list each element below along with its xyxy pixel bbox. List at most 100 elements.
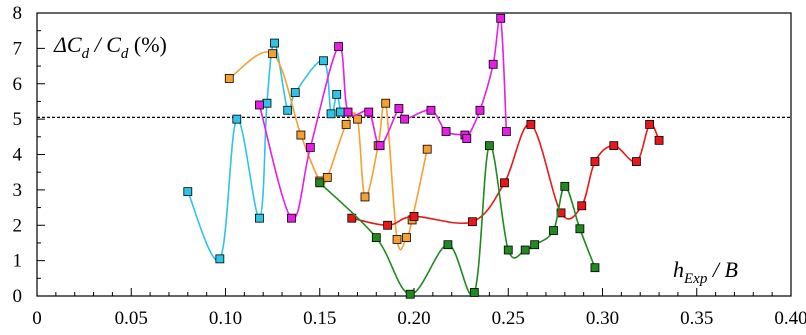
data-point: [590, 263, 600, 273]
data-point: [609, 141, 619, 151]
data-point: [183, 187, 193, 197]
series-5: [315, 141, 600, 299]
data-point: [645, 120, 655, 129]
y-tick-label: 8: [13, 3, 23, 24]
data-point: [319, 56, 328, 66]
data-point: [268, 49, 278, 59]
data-point: [409, 212, 419, 221]
data-point: [405, 289, 415, 299]
x-axis-label: hExp / B: [673, 257, 738, 287]
data-point: [255, 100, 264, 110]
x-tick-label: 0.30: [586, 308, 619, 329]
data-point: [315, 178, 325, 188]
series-2: [224, 49, 432, 251]
series-4: [347, 120, 664, 230]
x-tick-label: 0.35: [680, 308, 713, 329]
y-label-sub-2: d: [121, 46, 129, 62]
data-point: [322, 173, 332, 182]
data-point: [305, 143, 315, 152]
x-label-part-2: / B: [707, 257, 738, 282]
data-point: [343, 107, 353, 117]
data-point: [590, 157, 600, 166]
y-label-sub-1: d: [82, 46, 90, 62]
data-point: [556, 208, 566, 218]
data-point: [296, 130, 306, 140]
data-point: [530, 240, 540, 250]
data-point: [500, 178, 509, 188]
data-point: [496, 13, 506, 23]
data-point: [287, 213, 296, 223]
data-point: [392, 234, 402, 244]
data-point: [422, 144, 432, 154]
data-point: [560, 181, 570, 191]
y-label-part-2: / C: [89, 32, 121, 57]
y-tick-label: 7: [13, 38, 23, 59]
data-point: [383, 220, 393, 230]
data-point: [501, 127, 511, 136]
data-point: [332, 89, 342, 99]
data-point: [336, 107, 345, 117]
data-point: [290, 88, 300, 97]
x-label-part-1: h: [673, 257, 684, 282]
data-point: [371, 233, 381, 243]
data-point: [224, 74, 234, 83]
x-tick-label: 0.05: [115, 308, 148, 329]
data-point: [255, 213, 264, 223]
data-point: [402, 233, 411, 243]
y-tick-label: 2: [13, 215, 23, 236]
data-point: [468, 217, 477, 227]
data-point: [426, 105, 436, 115]
x-tick-label: 0.10: [209, 308, 242, 329]
series-1: [183, 38, 345, 264]
x-label-sub: Exp: [683, 271, 708, 287]
y-tick-label: 1: [13, 251, 23, 272]
y-label-part-1: ΔC: [53, 32, 82, 57]
y-tick-label: 3: [13, 180, 23, 201]
data-point: [549, 226, 558, 235]
data-point: [364, 107, 374, 117]
data-point: [654, 135, 664, 145]
y-axis-tick-labels: 0 1 2 3 4 5 6 7 8: [13, 3, 23, 307]
data-point: [484, 141, 494, 151]
y-tick-label: 6: [13, 74, 23, 95]
data-point: [232, 114, 242, 124]
data-point: [441, 127, 451, 136]
data-point: [215, 254, 225, 264]
x-tick-label: 0.20: [397, 308, 430, 329]
data-point: [443, 240, 453, 250]
data-point: [375, 141, 385, 151]
y-tick-label: 5: [13, 109, 23, 130]
y-axis-label: ΔCd / Cd (%): [53, 32, 167, 62]
x-tick-label: 0.15: [303, 308, 336, 329]
data-point: [400, 114, 409, 124]
data-point: [488, 59, 498, 69]
data-point: [381, 98, 391, 108]
data-point: [326, 109, 336, 119]
data-point: [526, 120, 536, 129]
data-point: [283, 105, 293, 115]
data-point: [577, 201, 587, 211]
series-3: [255, 13, 511, 223]
y-tick-label: 4: [13, 145, 23, 166]
data-point: [632, 157, 641, 166]
x-axis-tick-labels: 0 0.05 0.10 0.15 0.20 0.25 0.30 0.35 0.40: [32, 308, 806, 329]
x-tick-label: 0.40: [774, 308, 806, 329]
data-point: [360, 192, 370, 202]
data-point: [462, 134, 472, 143]
series-group: [183, 13, 664, 299]
data-point: [334, 42, 344, 52]
data-point: [503, 245, 513, 255]
data-point: [270, 38, 279, 48]
data-point: [347, 213, 357, 223]
data-point: [469, 288, 479, 297]
plot-area: [36, 12, 792, 297]
y-tick-label: 0: [13, 286, 23, 307]
data-point: [520, 245, 530, 255]
data-point: [394, 104, 404, 113]
data-point: [341, 120, 351, 129]
data-point: [575, 224, 585, 234]
x-tick-label: 0: [32, 308, 42, 329]
y-label-part-3: (%): [128, 32, 166, 57]
x-tick-label: 0.25: [492, 308, 525, 329]
